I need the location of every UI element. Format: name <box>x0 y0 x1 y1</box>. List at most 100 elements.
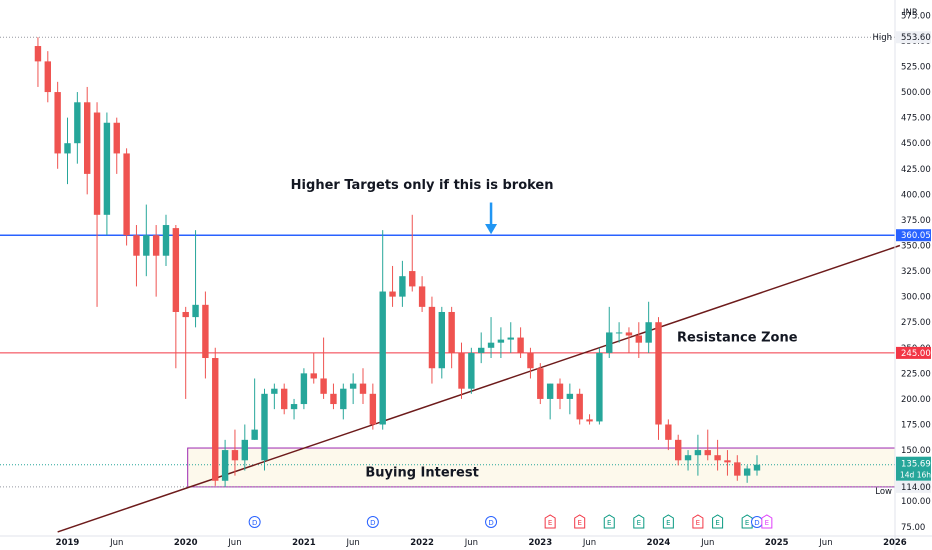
event-marker-earnings-green[interactable]: E <box>662 514 674 529</box>
event-marker-dividend[interactable]: D <box>248 516 261 528</box>
candle[interactable] <box>537 363 544 405</box>
candle[interactable] <box>133 225 140 287</box>
candles[interactable] <box>34 37 761 487</box>
event-marker-dividend[interactable]: D <box>751 516 763 528</box>
event-marker-earnings-red[interactable]: E <box>692 514 704 529</box>
candle[interactable] <box>212 347 219 486</box>
candle[interactable] <box>428 296 436 384</box>
candle[interactable] <box>241 424 248 471</box>
candle[interactable] <box>379 230 386 430</box>
candle[interactable] <box>586 414 593 425</box>
time-axis: 2019 Jun 2020 Jun 2021 Jun 2022 Jun 2023 Jun 2024 J… <box>0 535 932 548</box>
candle[interactable] <box>753 455 761 476</box>
candle[interactable] <box>399 260 406 307</box>
candle[interactable] <box>635 322 642 359</box>
candle-body <box>566 393 574 399</box>
candle[interactable] <box>93 102 101 307</box>
candle[interactable] <box>290 398 298 420</box>
event-marker-earnings-green[interactable]: E <box>633 514 645 529</box>
candle[interactable] <box>369 383 377 430</box>
candle[interactable] <box>330 383 337 410</box>
candle[interactable] <box>103 112 111 236</box>
candle[interactable] <box>694 434 702 476</box>
candle[interactable] <box>152 225 160 297</box>
candle-body <box>320 378 327 394</box>
candle[interactable] <box>448 306 455 369</box>
candle[interactable] <box>675 434 682 466</box>
candle[interactable] <box>409 214 416 292</box>
candle[interactable] <box>162 214 170 266</box>
candle[interactable] <box>724 450 731 476</box>
event-marker-earnings-purple[interactable]: E <box>761 514 773 529</box>
candle[interactable] <box>655 317 662 440</box>
event-marker-earnings-red[interactable]: E <box>544 514 556 529</box>
candle[interactable] <box>606 306 613 359</box>
candle[interactable] <box>615 322 623 343</box>
candle[interactable] <box>349 373 357 405</box>
candle[interactable] <box>192 230 199 328</box>
candle[interactable] <box>468 347 475 394</box>
candle[interactable] <box>143 204 150 277</box>
candle[interactable] <box>64 117 71 185</box>
event-marker-earnings-green[interactable]: E <box>712 514 724 529</box>
candle[interactable] <box>546 383 554 420</box>
candle[interactable] <box>340 383 347 420</box>
candle[interactable] <box>251 378 258 440</box>
candle[interactable] <box>172 225 180 369</box>
candle-body <box>606 332 613 353</box>
candle[interactable] <box>625 327 633 353</box>
candle[interactable] <box>517 327 524 359</box>
candle[interactable] <box>458 342 465 399</box>
candle[interactable] <box>714 439 721 471</box>
candle[interactable] <box>271 383 278 410</box>
candle[interactable] <box>704 429 711 461</box>
candle[interactable] <box>123 148 130 246</box>
candle[interactable] <box>231 429 239 476</box>
candle[interactable] <box>113 117 120 174</box>
candle[interactable] <box>684 450 692 471</box>
candle[interactable] <box>261 388 268 471</box>
candle[interactable] <box>566 383 574 415</box>
x-tick-label: 2024 <box>647 538 671 548</box>
candle[interactable] <box>44 51 51 103</box>
candle-body <box>64 143 71 154</box>
candle[interactable] <box>74 92 81 164</box>
event-marker-earnings-green[interactable]: E <box>741 514 753 529</box>
candle[interactable] <box>202 291 209 379</box>
candle[interactable] <box>310 352 317 384</box>
event-marker-earnings-red[interactable]: E <box>574 514 586 529</box>
candle[interactable] <box>665 419 672 451</box>
candle[interactable] <box>507 322 514 353</box>
candle[interactable] <box>221 439 229 487</box>
candle[interactable] <box>556 378 564 410</box>
candle[interactable] <box>576 388 583 425</box>
event-marker-dividend[interactable]: D <box>366 516 379 528</box>
candle[interactable] <box>743 465 751 483</box>
candle[interactable] <box>281 383 288 415</box>
candle[interactable] <box>596 347 603 425</box>
event-marker-earnings-green[interactable]: E <box>603 514 615 529</box>
candle-body <box>172 228 180 312</box>
candle[interactable] <box>182 306 189 399</box>
candle[interactable] <box>497 327 505 359</box>
candle[interactable] <box>84 86 91 195</box>
low-label: Low <box>875 487 892 497</box>
candle[interactable] <box>418 276 426 312</box>
candle[interactable] <box>734 455 741 481</box>
candle[interactable] <box>34 37 42 87</box>
candle[interactable] <box>320 337 327 399</box>
candle-body <box>655 322 662 425</box>
candle[interactable] <box>645 301 652 353</box>
candle[interactable] <box>527 347 534 379</box>
candle[interactable] <box>359 368 367 405</box>
event-marker-dividend[interactable]: D <box>485 516 498 528</box>
candle[interactable] <box>54 81 61 169</box>
candle[interactable] <box>389 265 396 307</box>
candle[interactable] <box>438 306 445 379</box>
candle[interactable] <box>478 332 485 364</box>
candle[interactable] <box>487 317 495 359</box>
candle[interactable] <box>300 368 308 410</box>
x-tick-label: Jun <box>582 538 596 548</box>
